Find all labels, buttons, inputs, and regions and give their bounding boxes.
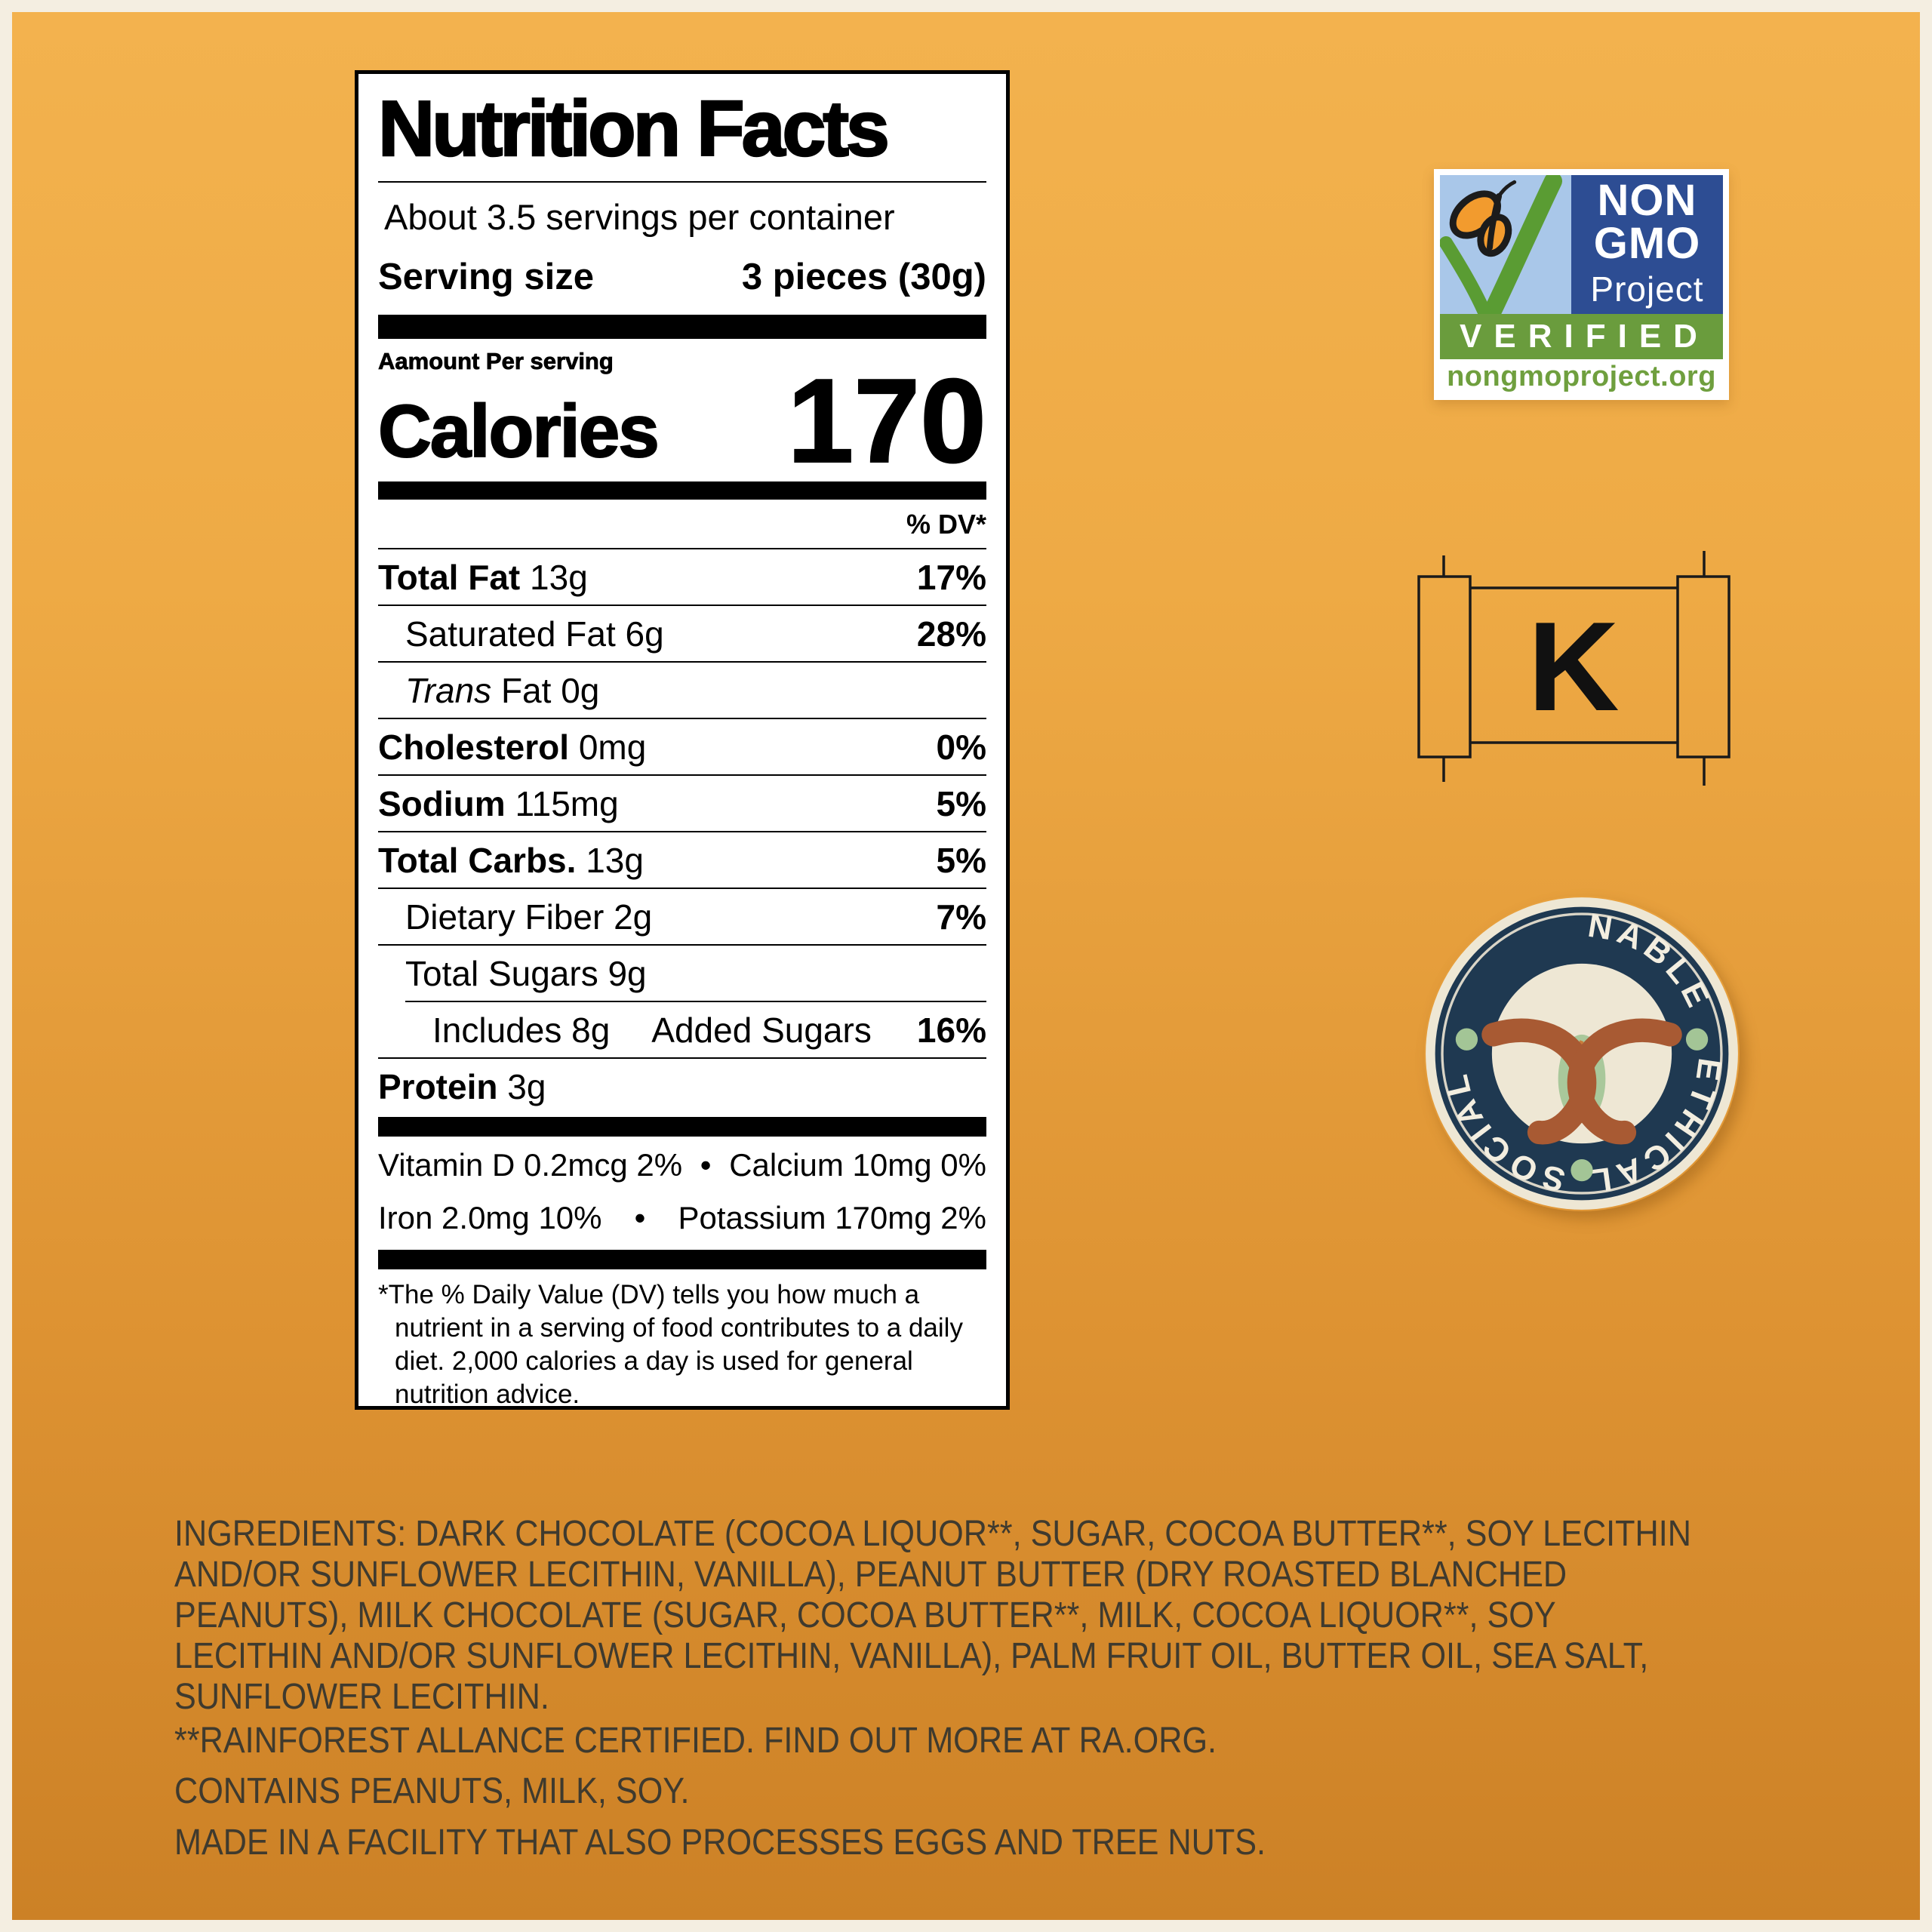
serving-size-label: Serving size (378, 257, 594, 298)
dv-value: 5% (936, 841, 986, 881)
indented-divider (405, 1001, 986, 1003)
daily-value-header: % DV* (906, 509, 986, 540)
dv-value: 0% (936, 728, 986, 768)
non-gmo-wordmark: NON GMO Project (1571, 175, 1723, 314)
daily-value-footnote: *The % Daily Value (DV) tells you how mu… (378, 1280, 963, 1410)
verified-band: VERIFIED (1440, 314, 1723, 359)
kosher-k-letter: K (1527, 595, 1619, 737)
dv-value: 7% (936, 897, 986, 937)
ingredients-line: INGREDIENTS: DARK CHOCOLATE (COCOA LIQUO… (174, 1514, 1691, 1554)
serving-size-row: Serving size 3 pieces (30g) (378, 256, 986, 298)
nutrient-row-dietary-fiber: Dietary Fiber 2g 7% (378, 889, 986, 946)
non-gmo-url: nongmoproject.org (1447, 360, 1716, 392)
badge-dot-right (1685, 1028, 1709, 1051)
ingredients-line: AND/OR SUNFLOWER LECITHIN, VANILLA), PEA… (174, 1555, 1567, 1595)
facility-allergen-statement: MADE IN A FACILITY THAT ALSO PROCESSES E… (174, 1823, 1266, 1863)
ingredients-line: LECITHIN AND/OR SUNFLOWER LECITHIN, VANI… (174, 1636, 1649, 1676)
package-background: Nutrition Facts About 3.5 servings per c… (12, 12, 1920, 1920)
nutrient-row-total-sugars: Total Sugars 9g (405, 954, 647, 994)
dv-value: 28% (916, 614, 986, 654)
vitamin-row-1: Vitamin D 0.2mcg 2% • Calcium 10mg 0% (378, 1147, 986, 1183)
sustainable-badge: SUSTAINABLE ETHICAL SOCIAL (1410, 866, 1740, 1211)
ingredients-line: SUNFLOWER LECITHIN. (174, 1677, 549, 1717)
dv-value: 17% (916, 558, 986, 598)
badge-dot-left (1455, 1028, 1478, 1051)
nutrient-row-trans-fat: Trans Fat 0g (378, 663, 986, 720)
rainforest-alliance-note: **RAINFOREST ALLANCE CERTIFIED. FIND OUT… (174, 1721, 1217, 1761)
nutrient-row-saturated-fat: Saturated Fat 6g 28% (378, 606, 986, 663)
calories-value: 170 (786, 355, 987, 488)
nutrient-row-total-fat: Total Fat 13g 17% (378, 549, 986, 607)
butterfly-icon (1440, 175, 1571, 314)
kosher-scroll-symbol: K (1417, 549, 1730, 787)
serving-size-value: 3 pieces (30g) (741, 257, 986, 298)
nutrition-facts-title: Nutrition Facts (377, 85, 891, 173)
allergen-contains-statement: CONTAINS PEANUTS, MILK, SOY. (174, 1771, 690, 1811)
bullet: • (634, 1200, 646, 1236)
ingredients-block: INGREDIENTS: DARK CHOCOLATE (COCOA LIQUO… (174, 1514, 1932, 1863)
heart-hands-icon (1481, 1018, 1682, 1145)
divider (378, 548, 986, 550)
thick-bar (378, 1117, 986, 1137)
calories-label: Calories (377, 389, 660, 473)
dv-value: 5% (936, 784, 986, 824)
ingredients-line: PEANUTS), MILK CHOCOLATE (SUGAR, COCOA B… (174, 1595, 1556, 1635)
divider (378, 181, 986, 183)
badge-dot-bottom (1571, 1159, 1593, 1182)
nutrition-facts-panel: Nutrition Facts About 3.5 servings per c… (355, 70, 1010, 1410)
calories-row: Calories 170 (377, 355, 987, 488)
nutrient-row-protein: Protein 3g (378, 1067, 546, 1107)
thick-bar (378, 1250, 986, 1270)
non-gmo-verified-logo: NON GMO Project VERIFIED nongmoproject.o… (1434, 169, 1729, 400)
thick-bar (378, 481, 986, 500)
nutrient-row-sodium: Sodium 115mg 5% (378, 776, 986, 833)
servings-per-container: About 3.5 servings per container (384, 197, 895, 238)
vitamin-row-2: Iron 2.0mg 10% • Potassium 170mg 2% (378, 1200, 986, 1236)
nutrient-row-cholesterol: Cholesterol 0mg 0% (378, 719, 986, 777)
dv-value: 16% (916, 1011, 986, 1051)
bullet: • (700, 1147, 712, 1183)
thick-bar (378, 315, 986, 340)
nutrient-row-added-sugars: Includes 8g Added Sugars 16% (378, 1002, 986, 1060)
amount-per-serving: Aamount Per serving (378, 348, 614, 375)
nutrient-row-total-carbs: Total Carbs. 13g 5% (378, 832, 986, 890)
